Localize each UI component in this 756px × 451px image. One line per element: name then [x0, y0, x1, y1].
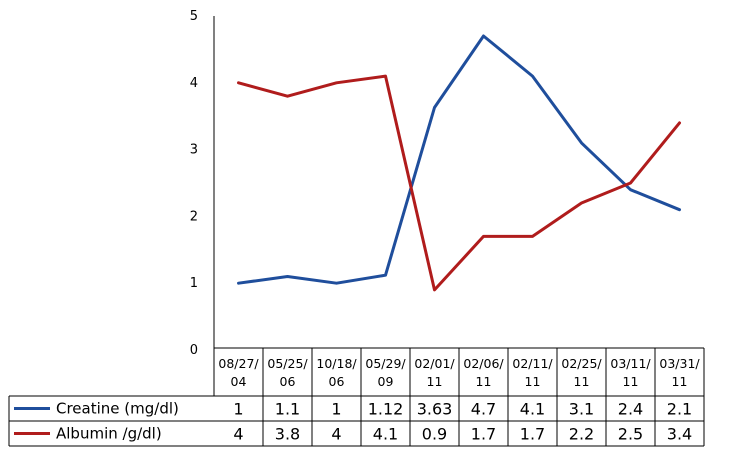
- y-tick-label: 4: [190, 76, 198, 91]
- x-category-label: 02/06/11: [463, 356, 504, 389]
- x-category-label: 02/25/11: [561, 356, 602, 389]
- x-category-label: 03/31/11: [659, 356, 700, 389]
- table-cell-value: 1.7: [520, 425, 545, 444]
- y-tick-label: 3: [190, 143, 198, 158]
- table-cell-value: 4: [233, 425, 243, 444]
- x-category-label: 02/01/11: [414, 356, 455, 389]
- series-line-creatine: [237, 34, 681, 285]
- table-cell-value: 1: [233, 400, 243, 419]
- x-category-label: 10/18/06: [316, 356, 357, 389]
- table-cell-value: 2.5: [618, 425, 643, 444]
- x-category-label: 08/27/04: [218, 356, 259, 389]
- legend-label-albumin: Albumin /g/dl): [56, 425, 162, 443]
- x-category-label: 05/29/09: [365, 356, 406, 389]
- y-tick-label: 5: [190, 9, 198, 24]
- table-cell-value: 3.1: [569, 400, 594, 419]
- table-cell-value: 1.12: [368, 400, 404, 419]
- table-cell-value: 2.4: [618, 400, 643, 419]
- table-cell-value: 0.9: [422, 425, 447, 444]
- table-cell-value: 3.8: [275, 425, 300, 444]
- table-cell-value: 3.4: [667, 425, 692, 444]
- x-category-label: 05/25/06: [267, 356, 308, 389]
- y-tick-label: 2: [190, 209, 198, 224]
- table-cell-value: 4: [331, 425, 341, 444]
- table-cell-value: 4.7: [471, 400, 496, 419]
- legend-label-creatine: Creatine (mg/dl): [56, 400, 179, 418]
- table-cell-value: 1.1: [275, 400, 300, 419]
- y-tick-label: 0: [190, 343, 198, 358]
- table-cell-value: 4.1: [373, 425, 398, 444]
- table-cell-value: 4.1: [520, 400, 545, 419]
- y-tick-label: 1: [190, 276, 198, 291]
- table-cell-value: 3.63: [417, 400, 453, 419]
- table-cell-value: 1.7: [471, 425, 496, 444]
- x-category-label: 02/11/11: [512, 356, 553, 389]
- table-cell-value: 1: [331, 400, 341, 419]
- table-cell-value: 2.2: [569, 425, 594, 444]
- x-category-label: 03/11/11: [610, 356, 651, 389]
- table-cell-value: 2.1: [667, 400, 692, 419]
- series-line-albumin: [237, 74, 681, 292]
